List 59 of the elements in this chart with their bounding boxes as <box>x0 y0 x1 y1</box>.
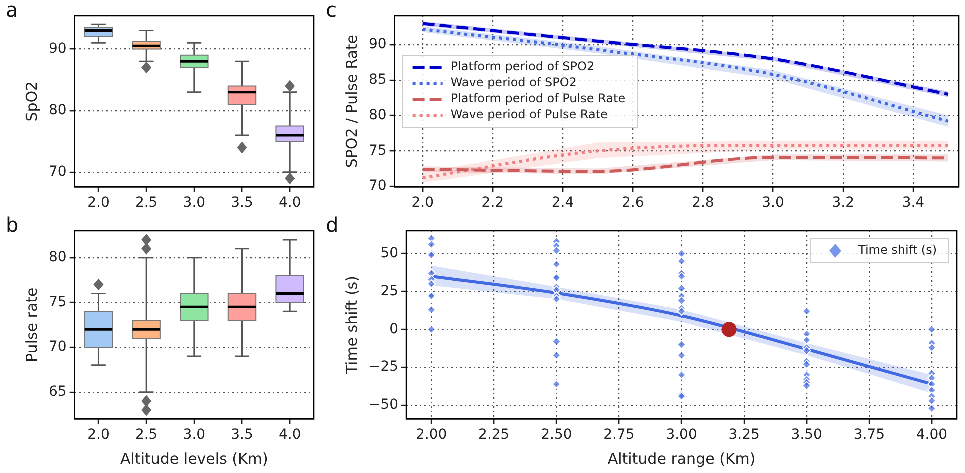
x-axis-title: Altitude range (Km) <box>608 450 756 468</box>
legend-label: Wave period of SPO2 <box>450 76 577 90</box>
y-axis-title: SpO2 <box>22 81 41 122</box>
x-tick-label: 2.5 <box>135 427 158 444</box>
legend-label: Platform period of Pulse Rate <box>450 92 626 106</box>
x-tick-label: 4.0 <box>278 427 302 444</box>
x-tick-label: 4.0 <box>278 195 302 212</box>
x-tick-label: 2.0 <box>88 195 110 212</box>
x-tick-label: 3.4 <box>902 195 925 212</box>
x-tick-label: 3.5 <box>231 195 254 212</box>
y-tick-label: 75 <box>48 294 67 310</box>
x-tick-label: 2.50 <box>541 427 572 444</box>
y-tick-label: 75 <box>368 142 387 159</box>
y-tick-label: 70 <box>48 164 67 180</box>
y-tick-label: 0 <box>390 321 399 338</box>
x-tick-label: 2.5 <box>135 195 158 212</box>
x-tick-label: 2.6 <box>622 195 644 212</box>
x-tick-label: 3.5 <box>231 427 254 444</box>
x-tick-label: 2.75 <box>604 427 635 444</box>
chart-title: d <box>326 213 339 238</box>
y-tick-label: 50 <box>380 245 399 262</box>
y-tick-label: 70 <box>368 178 387 194</box>
x-tick-label: 3.0 <box>183 427 206 444</box>
y-tick-label: −50 <box>369 397 399 414</box>
y-tick-label: 65 <box>48 384 67 400</box>
x-tick-label: 2.2 <box>482 195 504 212</box>
y-tick-label: 70 <box>48 339 67 356</box>
x-tick-label: 3.50 <box>791 427 822 444</box>
y-tick-label: 85 <box>368 72 387 88</box>
legend-label: Time shift (s) <box>857 243 938 258</box>
x-tick-label: 3.00 <box>666 427 698 444</box>
legend-label: Wave period of Pulse Rate <box>450 108 608 122</box>
y-tick-label: 90 <box>48 40 67 57</box>
y-tick-label: −25 <box>369 359 399 376</box>
x-tick-label: 2.0 <box>412 195 434 212</box>
y-tick-label: 80 <box>48 250 67 266</box>
x-tick-label: 2.00 <box>416 427 448 444</box>
legend-label: Platform period of SPO2 <box>450 60 595 74</box>
x-tick-label: 2.4 <box>552 195 574 212</box>
y-axis-title: Pulse rate <box>22 288 41 362</box>
x-tick-label: 4.00 <box>916 427 948 444</box>
x-tick-label: 2.25 <box>478 427 510 444</box>
chart-title: b <box>6 213 19 238</box>
x-tick-label: 3.75 <box>854 427 886 444</box>
chart-title: c <box>326 0 337 22</box>
x-tick-label: 3.0 <box>762 195 784 212</box>
y-tick-label: 90 <box>368 36 387 53</box>
x-tick-label: 3.25 <box>728 427 760 444</box>
x-tick-label: 2.8 <box>692 195 714 212</box>
y-tick-label: 80 <box>368 107 387 124</box>
x-tick-label: 3.2 <box>832 195 854 212</box>
y-axis-title: SPO2 / Pulse Rate <box>342 35 361 168</box>
y-axis-title: Time shift (s) <box>342 276 361 376</box>
x-tick-label: 2.0 <box>88 427 110 444</box>
chart-title: a <box>6 0 18 22</box>
x-axis-title: Altitude levels (Km) <box>120 450 268 468</box>
y-tick-label: 80 <box>48 102 67 118</box>
x-tick-label: 3.0 <box>183 195 206 212</box>
y-tick-label: 25 <box>380 283 399 300</box>
